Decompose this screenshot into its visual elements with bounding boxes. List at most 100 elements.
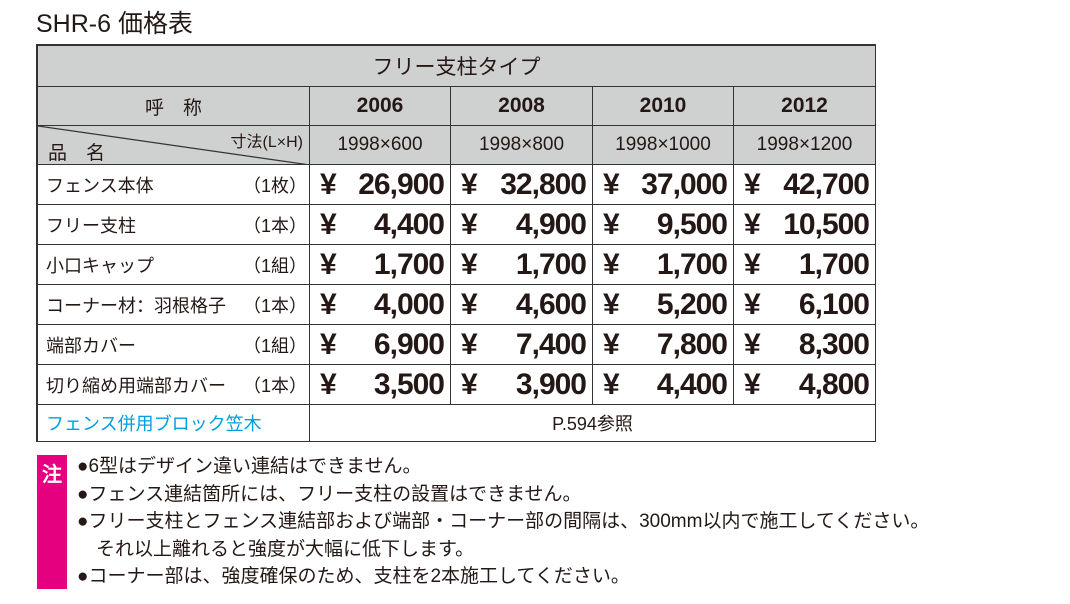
price: 7,800	[656, 327, 728, 361]
item-name: コーナー材：羽根格子	[46, 295, 226, 316]
year-header: 2012	[734, 87, 876, 126]
price-cell: ¥10,500	[734, 205, 876, 245]
currency: ¥	[744, 327, 761, 361]
item-name: 切り縮め用端部カバー	[46, 375, 226, 396]
size: 1998×1200	[734, 126, 876, 165]
currency: ¥	[603, 327, 620, 361]
note-line: それ以上離れると強度が大幅に低下します。	[77, 538, 475, 560]
item-cell: 端部カバー （1組）	[38, 325, 310, 365]
price-cell: ¥5,200	[593, 285, 734, 325]
type-header: フリー支柱タイプ	[38, 46, 876, 87]
item-cell: コーナー材：羽根格子 （1本）	[38, 285, 310, 325]
price: 4,400	[373, 207, 445, 241]
name-header: 呼 称	[38, 87, 310, 126]
price: 4,800	[798, 367, 870, 401]
item-name: 小口キャップ	[46, 255, 154, 276]
price-cell: ¥4,400	[593, 365, 734, 405]
currency: ¥	[744, 367, 761, 401]
item-name: フェンス本体	[46, 175, 154, 196]
currency: ¥	[320, 207, 337, 241]
year-header: 2008	[451, 87, 593, 126]
item-unit: （1組）	[242, 255, 307, 276]
page-title: SHR-6 価格表	[36, 10, 193, 38]
item-header: 品 名	[48, 143, 106, 164]
price: 4,000	[373, 287, 445, 321]
price-cell: ¥3,500	[310, 365, 451, 405]
price-cell: ¥7,800	[593, 325, 734, 365]
item-header-cell: 品 名 寸法(L×H)	[38, 126, 310, 165]
currency: ¥	[320, 327, 337, 361]
price-cell: ¥1,700	[310, 245, 451, 285]
currency: ¥	[744, 207, 761, 241]
price-cell: ¥1,700	[734, 245, 876, 285]
price-cell: ¥26,900	[310, 165, 451, 205]
price: 8,300	[798, 327, 870, 361]
item-cell: 切り縮め用端部カバー （1本）	[38, 365, 310, 405]
price-cell: ¥1,700	[593, 245, 734, 285]
price-cell: ¥4,900	[451, 205, 593, 245]
currency: ¥	[320, 167, 337, 201]
size: 1998×600	[310, 126, 451, 165]
size: 1998×800	[451, 126, 593, 165]
price-cell: ¥4,800	[734, 365, 876, 405]
price-cell: ¥7,400	[451, 325, 593, 365]
price: 37,000	[641, 167, 728, 201]
currency: ¥	[320, 367, 337, 401]
note-line: ●6型はデザイン違い連結はできません。	[77, 456, 422, 477]
price-cell: ¥9,500	[593, 205, 734, 245]
currency: ¥	[603, 167, 620, 201]
currency: ¥	[744, 247, 761, 281]
price: 42,700	[783, 167, 870, 201]
item-unit: （1本）	[242, 215, 307, 236]
price-cell: ¥3,900	[451, 365, 593, 405]
price: 4,900	[515, 207, 587, 241]
note-line: ●フェンス連結箇所には、フリー支柱の設置はできません。	[77, 483, 582, 505]
price: 3,500	[373, 367, 445, 401]
price: 26,900	[358, 167, 445, 201]
price-cell: ¥4,000	[310, 285, 451, 325]
item-unit: （1枚）	[242, 175, 307, 196]
notes: ●6型はデザイン違い連結はできません。 ●フェンス連結箇所には、フリー支柱の設置は…	[77, 453, 929, 591]
currency: ¥	[603, 247, 620, 281]
item-cell: 小口キャップ （1組）	[38, 245, 310, 285]
size: 1998×1000	[593, 126, 734, 165]
price: 4,400	[656, 367, 728, 401]
price-cell: ¥32,800	[451, 165, 593, 205]
size-header: 寸法(L×H)	[230, 134, 303, 151]
currency: ¥	[461, 367, 478, 401]
price: 1,700	[798, 247, 870, 281]
currency: ¥	[461, 287, 478, 321]
price-cell: ¥42,700	[734, 165, 876, 205]
price: 3,900	[515, 367, 587, 401]
item-name: 端部カバー	[46, 335, 136, 356]
item-unit: （1組）	[242, 335, 307, 356]
diagonal	[38, 126, 310, 165]
currency: ¥	[320, 287, 337, 321]
currency: ¥	[461, 207, 478, 241]
price: 4,600	[515, 287, 587, 321]
item-unit: （1本）	[242, 295, 307, 316]
year-header: 2006	[310, 87, 451, 126]
price-cell: ¥1,700	[451, 245, 593, 285]
price: 7,400	[515, 327, 587, 361]
currency: ¥	[603, 287, 620, 321]
price: 6,900	[373, 327, 445, 361]
item-unit: （1本）	[242, 375, 307, 396]
currency: ¥	[461, 247, 478, 281]
price: 5,200	[656, 287, 728, 321]
price: 1,700	[373, 247, 445, 281]
price: 10,500	[783, 207, 870, 241]
currency: ¥	[744, 287, 761, 321]
currency: ¥	[461, 167, 478, 201]
price-table: フリー支柱タイプ呼 称 2006 2008 2010 2012 品 名 寸法(L×H) 199…	[36, 44, 876, 442]
price: 32,800	[500, 167, 587, 201]
currency: ¥	[603, 207, 620, 241]
price-cell: ¥6,900	[310, 325, 451, 365]
price-cell: ¥6,100	[734, 285, 876, 325]
year-header: 2010	[593, 87, 734, 126]
currency: ¥	[320, 247, 337, 281]
currency: ¥	[603, 367, 620, 401]
footer-text: P.594参照	[310, 405, 876, 442]
note-mark: 注	[37, 455, 67, 589]
